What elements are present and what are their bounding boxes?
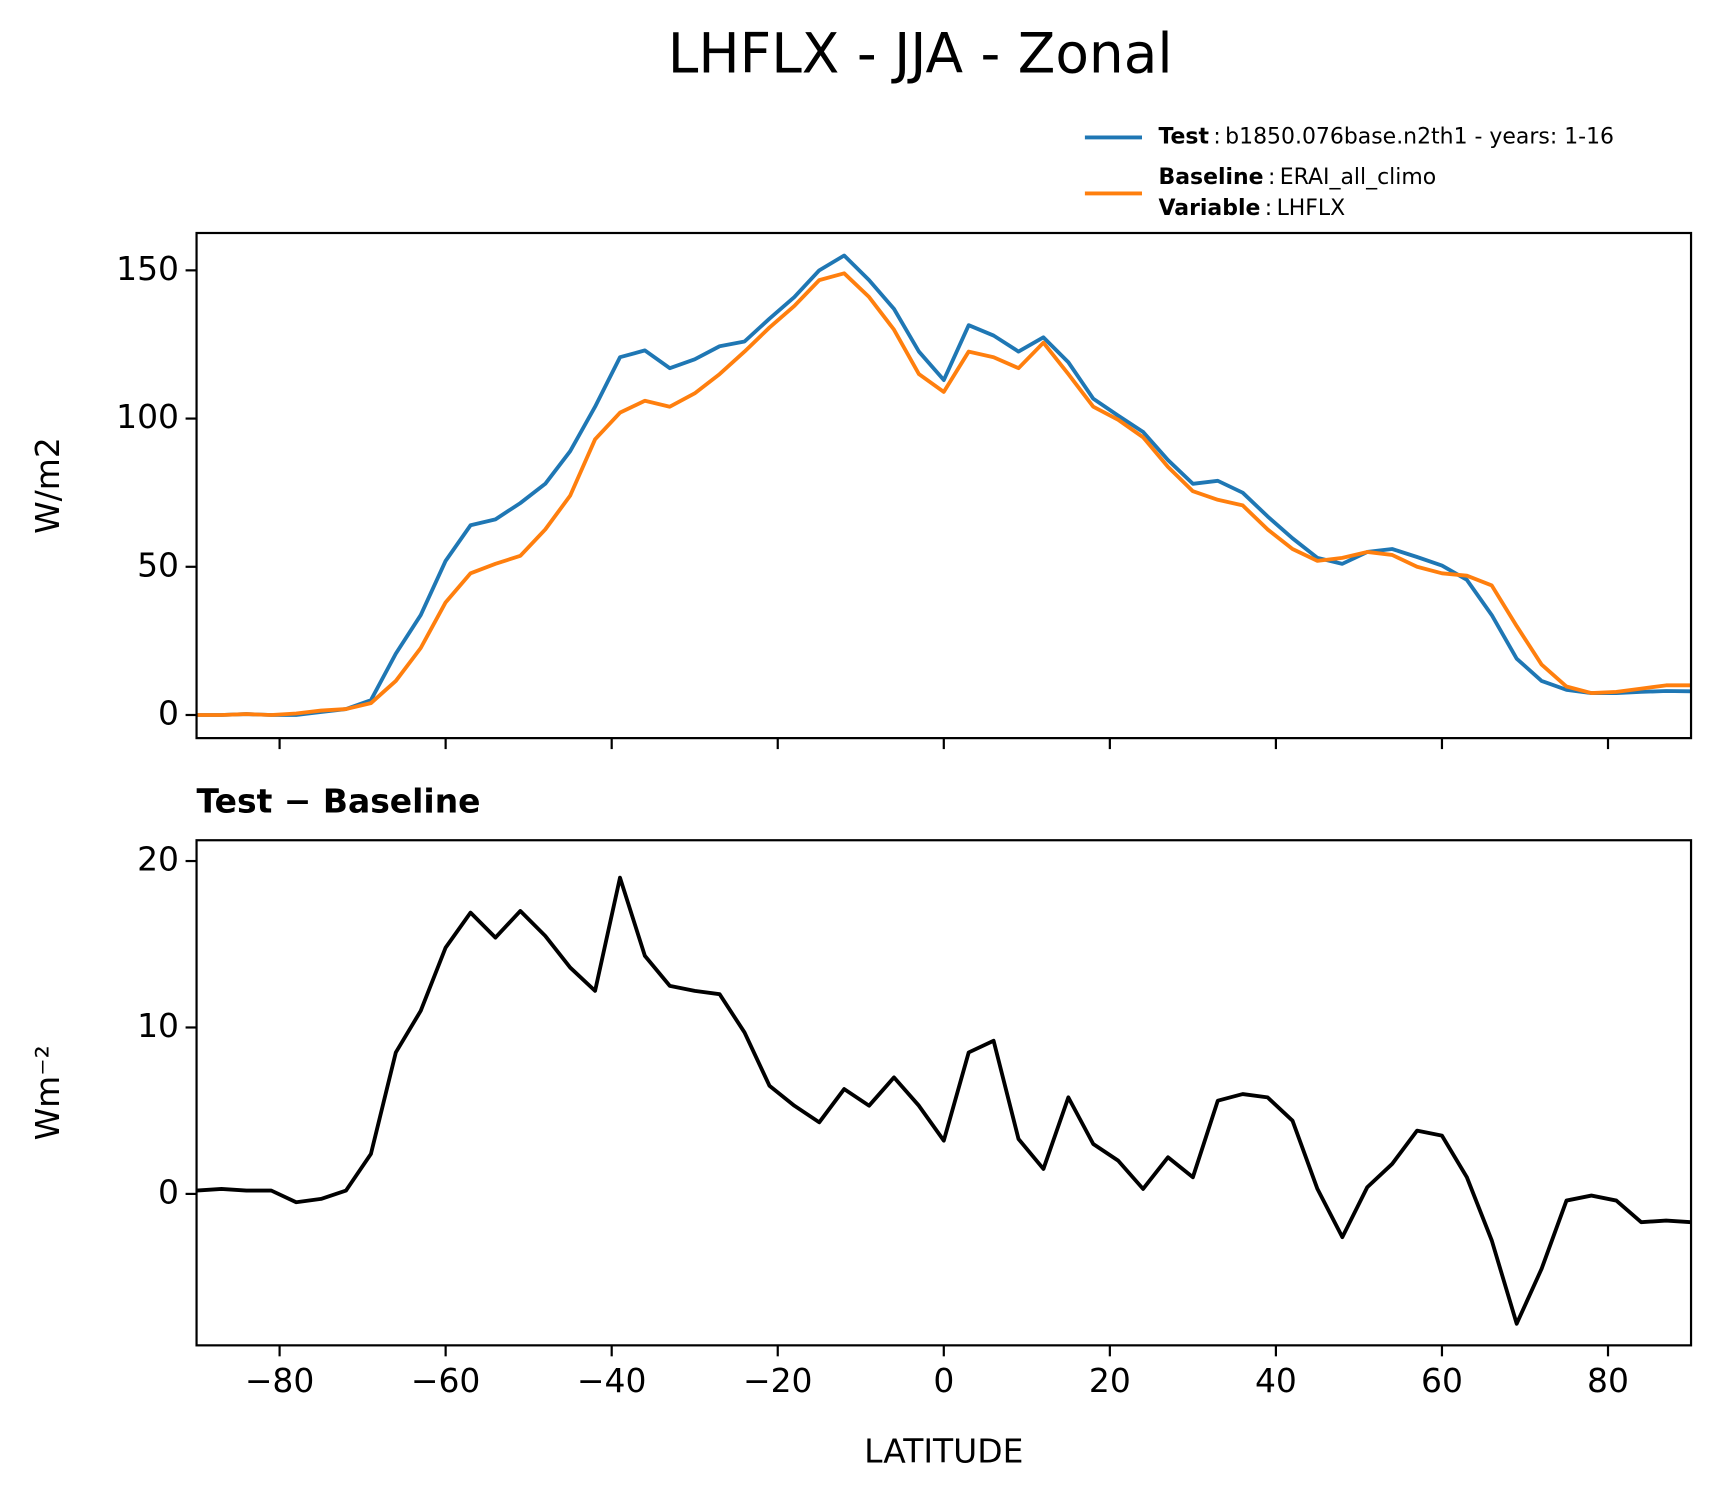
y-axis-label: W/m2 [28, 437, 67, 534]
data-line [196, 271, 1692, 717]
data-line [196, 253, 1692, 717]
y-axis-label: Wm⁻² [28, 1045, 67, 1140]
legend-separator: : [1265, 196, 1272, 221]
x-tick-label: −40 [577, 1361, 647, 1400]
subtitle: Test − Baseline [197, 781, 481, 820]
legend-separator: : [1213, 124, 1220, 149]
legend-name: Test [1158, 124, 1209, 149]
y-tick-label: 50 [137, 545, 179, 584]
chart-title: LHFLX - JJA - Zonal [668, 21, 1173, 85]
legend-separator: : [1268, 165, 1275, 190]
y-tick-label: 10 [137, 1006, 179, 1045]
x-tick-label: 20 [1089, 1361, 1131, 1400]
x-tick-label: −20 [743, 1361, 813, 1400]
legend-label: ERAI_all_climo [1280, 165, 1436, 190]
y-tick-label: 0 [158, 693, 179, 732]
x-tick-label: 40 [1255, 1361, 1297, 1400]
legend-label: LHFLX [1277, 196, 1346, 221]
legend-name: Baseline [1158, 165, 1263, 190]
legend-name: Variable [1158, 196, 1260, 221]
legend-label: b1850.076base.n2th1 - years: 1-16 [1225, 124, 1614, 149]
legend-text: Baseline: ERAI_all_climo [1158, 165, 1436, 190]
x-tick-label: 0 [933, 1361, 954, 1400]
y-tick-label: 0 [158, 1172, 179, 1211]
x-tick-label: −80 [245, 1361, 315, 1400]
legend-text: Variable: LHFLX [1158, 196, 1345, 221]
y-tick-label: 150 [116, 249, 179, 288]
x-axis-label: LATITUDE [864, 1431, 1023, 1470]
x-tick-label: 80 [1587, 1361, 1629, 1400]
x-tick-label: −60 [411, 1361, 481, 1400]
y-tick-label: 20 [137, 840, 179, 879]
x-tick-label: 60 [1421, 1361, 1463, 1400]
y-tick-label: 100 [116, 397, 179, 436]
legend-text: Test: b1850.076base.n2th1 - years: 1-16 [1158, 124, 1614, 149]
data-line [196, 875, 1692, 1326]
